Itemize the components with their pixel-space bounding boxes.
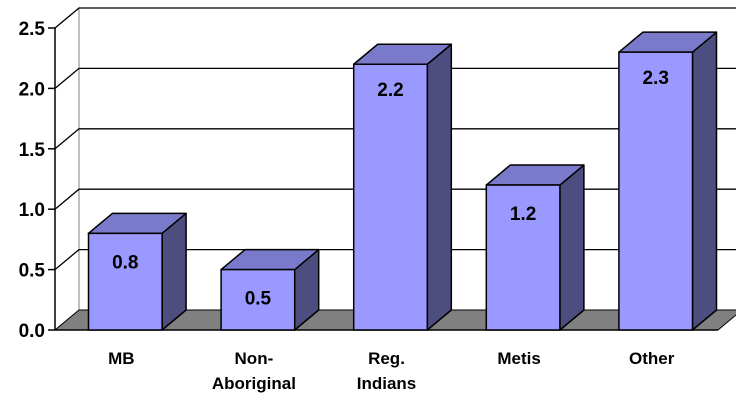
bar-front-2 bbox=[352, 63, 429, 331]
gridline-3 bbox=[54, 128, 736, 150]
y-tick-label-1: 0.5 bbox=[19, 261, 46, 282]
bar-front-0 bbox=[87, 232, 163, 331]
y-axis-ticks: 0.0 0.5 1.0 1.5 2.0 2.5 bbox=[19, 19, 55, 342]
bars: 0.8 0.5 2.2 1.2 2.3 bbox=[87, 31, 718, 331]
bar-front-1 bbox=[220, 268, 296, 331]
category-label-line-1-0: Non- bbox=[235, 349, 274, 368]
bar-0: 0.8 bbox=[87, 212, 187, 331]
category-label-line-0-0: MB bbox=[108, 349, 134, 368]
data-label-1: 0.5 bbox=[245, 289, 272, 310]
bar-front-4 bbox=[618, 51, 694, 331]
category-label-line-1-1: Aboriginal bbox=[212, 374, 296, 393]
bar-1: 0.5 bbox=[220, 248, 320, 331]
category-label-3: Metis bbox=[497, 349, 540, 368]
category-label-0: MB bbox=[108, 349, 134, 368]
data-label-3: 1.2 bbox=[510, 204, 536, 225]
category-label-2: Reg. Indians bbox=[357, 349, 417, 393]
x-axis-labels: MB Non- Aboriginal Reg. Indians Metis Other bbox=[108, 349, 675, 393]
y-tick-label-0: 0.0 bbox=[19, 321, 45, 342]
side-wall bbox=[54, 6, 80, 332]
bar-front-3 bbox=[485, 184, 561, 331]
y-tick-label-4: 2.0 bbox=[19, 79, 45, 100]
bar-4: 2.3 bbox=[618, 31, 718, 331]
y-tick-label-5: 2.5 bbox=[19, 19, 46, 40]
gridline-4 bbox=[54, 67, 736, 89]
data-label-0: 0.8 bbox=[112, 252, 138, 273]
y-tick-label-3: 1.5 bbox=[19, 140, 46, 161]
category-label-4: Other bbox=[629, 349, 675, 368]
bar-side-2 bbox=[426, 43, 453, 331]
category-label-1: Non- Aboriginal bbox=[212, 349, 296, 393]
bar-side-3 bbox=[559, 164, 585, 331]
category-label-line-3-0: Metis bbox=[497, 349, 540, 368]
category-label-line-2-0: Reg. bbox=[368, 349, 405, 368]
gridline-5 bbox=[54, 7, 736, 29]
bar-2: 2.2 bbox=[352, 43, 453, 331]
bar-3: 1.2 bbox=[485, 164, 585, 331]
category-label-line-2-1: Indians bbox=[357, 374, 417, 393]
data-label-2: 2.2 bbox=[377, 80, 403, 101]
bar-side-4 bbox=[691, 31, 718, 331]
y-tick-label-2: 1.0 bbox=[19, 200, 45, 221]
category-label-line-4-0: Other bbox=[629, 349, 675, 368]
data-label-4: 2.3 bbox=[642, 68, 668, 89]
